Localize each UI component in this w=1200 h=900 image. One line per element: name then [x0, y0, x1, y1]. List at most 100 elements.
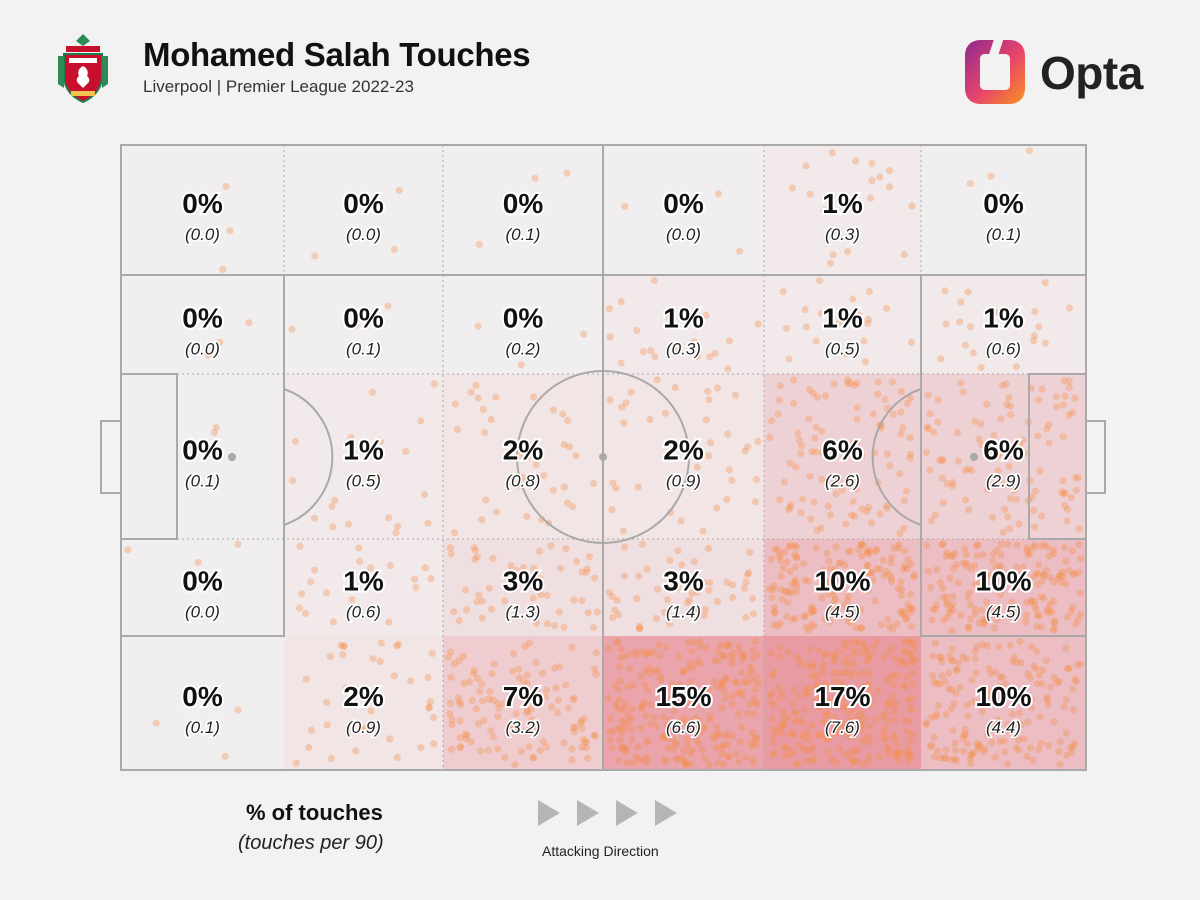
touch-dot — [1045, 741, 1053, 750]
touch-dot — [868, 159, 876, 167]
touch-dot — [789, 615, 797, 623]
touch-dot — [124, 546, 132, 554]
zone-percent-label: 1% — [663, 303, 704, 334]
touch-dot — [863, 644, 871, 652]
touch-dot — [222, 183, 230, 191]
touch-dot — [823, 682, 831, 690]
touch-dot — [1023, 544, 1031, 552]
touch-dot — [896, 749, 904, 757]
chart-title: Mohamed Salah Touches — [143, 36, 531, 73]
touch-dot — [377, 437, 385, 445]
touch-dot — [619, 527, 628, 535]
touch-dot — [447, 550, 455, 558]
touch-dot — [933, 566, 941, 574]
touch-dot — [204, 351, 212, 360]
touch-dot — [906, 753, 914, 762]
touch-dot — [560, 623, 568, 631]
touch-dot — [470, 544, 478, 552]
touch-dot — [617, 654, 625, 662]
touch-dot — [938, 456, 946, 464]
touch-dot — [1029, 506, 1037, 515]
touch-dot — [996, 682, 1004, 691]
touch-dot — [1065, 383, 1073, 392]
touch-dot — [769, 750, 777, 759]
touch-dot — [307, 726, 315, 734]
touch-dot — [876, 565, 884, 573]
touch-dot — [893, 750, 901, 758]
touch-dot — [836, 688, 844, 696]
touch-dot — [867, 693, 875, 701]
touch-dot — [666, 314, 674, 322]
touch-dot — [836, 683, 845, 691]
touch-dot — [808, 663, 816, 671]
touch-dot — [511, 761, 519, 769]
touch-dot — [775, 396, 783, 404]
touch-dot — [864, 562, 872, 570]
touch-dot — [1042, 657, 1050, 665]
touch-dot — [809, 743, 817, 751]
touch-dot — [710, 677, 719, 686]
touch-dot — [908, 639, 916, 647]
touch-dot — [858, 738, 866, 746]
touch-dot — [848, 618, 856, 626]
touch-dot — [819, 566, 827, 575]
touch-dot — [939, 474, 947, 482]
touch-dot — [395, 186, 403, 195]
touch-dot — [461, 586, 470, 594]
touch-dot — [904, 744, 912, 752]
touch-dot — [802, 746, 810, 754]
heat-cell — [284, 636, 443, 770]
touch-dot — [778, 729, 787, 738]
touch-dot — [832, 595, 840, 603]
touch-dot — [711, 657, 719, 665]
touch-dot — [472, 381, 480, 390]
touch-dot — [685, 596, 693, 604]
touch-dot — [852, 698, 860, 706]
touch-dot — [843, 376, 852, 384]
touch-dot — [620, 572, 629, 580]
touch-dot — [367, 564, 375, 572]
touch-dot — [902, 646, 910, 655]
zone-per90-label: (0.5) — [825, 340, 860, 359]
touch-dot — [989, 572, 997, 580]
touch-dot — [868, 519, 876, 527]
touch-dot — [1013, 658, 1021, 666]
touch-dot — [347, 434, 355, 442]
touch-dot — [618, 403, 626, 411]
touch-dot — [813, 526, 821, 535]
touch-dot — [774, 410, 782, 418]
touch-dot — [494, 713, 502, 721]
touch-dot — [407, 677, 415, 685]
touch-dot — [883, 567, 891, 576]
touch-dot — [216, 338, 224, 346]
touch-dot — [778, 721, 786, 729]
touch-dot — [659, 732, 667, 740]
touch-dot — [898, 585, 906, 594]
touch-dot — [1050, 619, 1058, 627]
touch-dot — [839, 683, 848, 691]
touch-dot — [753, 650, 761, 659]
zone-per90-label: (4.5) — [825, 603, 860, 622]
touch-dot — [640, 698, 649, 707]
touch-dot — [950, 565, 958, 573]
touch-dot — [783, 744, 791, 752]
heat-cell — [443, 636, 603, 770]
touch-dot — [478, 614, 486, 622]
touch-dot — [753, 700, 761, 708]
touch-dot — [1059, 433, 1067, 441]
touch-dot — [430, 740, 438, 748]
touch-dot — [884, 699, 893, 707]
touch-dot — [489, 554, 497, 562]
touch-dot — [1036, 713, 1044, 721]
touch-dot — [802, 323, 811, 331]
touch-dot — [488, 605, 496, 613]
heat-cell — [921, 275, 1086, 374]
touch-dot — [774, 684, 782, 692]
zone-percent-label: 1% — [343, 435, 384, 466]
touch-dot — [750, 610, 758, 618]
touch-dot — [1058, 488, 1066, 496]
touch-dot — [1023, 752, 1031, 761]
touch-dot — [868, 568, 876, 577]
touch-dot — [869, 576, 877, 584]
touch-dot — [748, 742, 756, 750]
